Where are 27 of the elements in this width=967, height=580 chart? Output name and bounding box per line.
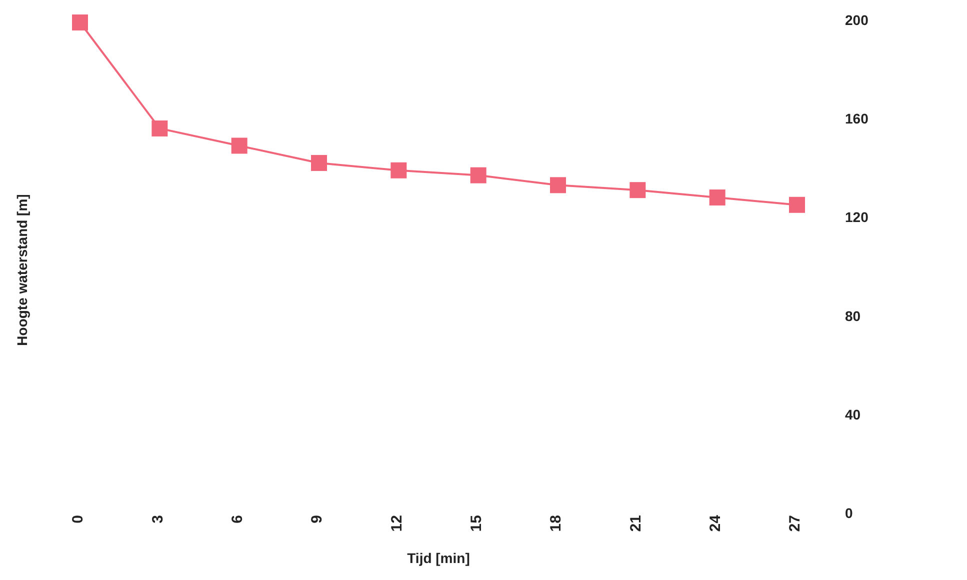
x-tick-label: 24 [706,514,724,532]
point [630,182,646,198]
x-tick-label: 18 [548,515,565,532]
x-tick-label: 9 [308,515,326,524]
y-tick-label: 200 [845,12,869,28]
point [709,189,726,206]
x-tick-label: 3 [149,515,166,524]
x-tick-label: 21 [627,515,644,532]
point [470,167,486,184]
x-axis-title: Tijd [min] [407,550,470,566]
point [231,138,248,154]
x-tick-label: 12 [388,515,406,532]
x-tick-label: 15 [468,515,485,532]
x-tick-label: 0 [70,515,87,524]
y-tick-label: 120 [845,209,869,226]
y-tick-label: 40 [845,406,861,422]
y-tick-label: 160 [845,110,869,127]
x-tick-label: 27 [786,515,804,532]
point [550,177,566,194]
point [72,14,88,30]
x-tick-label: 6 [228,515,246,524]
point [311,154,327,171]
y-tick-label: 80 [845,308,861,324]
point [152,120,168,136]
point [789,196,805,213]
y-axis-title: Hoogte waterstand [m] [14,194,30,346]
point [390,162,407,178]
